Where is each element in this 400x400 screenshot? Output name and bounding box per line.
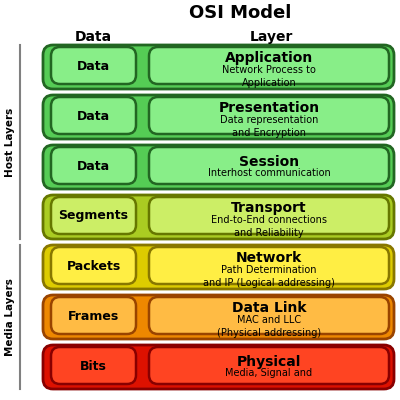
FancyBboxPatch shape (149, 297, 389, 334)
Text: Segments: Segments (58, 210, 128, 222)
Text: Layer: Layer (250, 30, 293, 44)
FancyBboxPatch shape (43, 45, 394, 89)
Text: Data: Data (77, 160, 110, 172)
FancyBboxPatch shape (149, 197, 389, 234)
Text: Network Process to
Application: Network Process to Application (222, 66, 316, 88)
FancyBboxPatch shape (149, 347, 389, 384)
FancyBboxPatch shape (149, 247, 389, 284)
FancyBboxPatch shape (51, 197, 136, 234)
Text: Data Link: Data Link (232, 302, 306, 315)
Text: Data: Data (75, 30, 112, 44)
Text: Physical: Physical (237, 355, 301, 369)
FancyBboxPatch shape (149, 47, 389, 84)
FancyBboxPatch shape (43, 295, 394, 339)
FancyBboxPatch shape (43, 145, 394, 189)
FancyBboxPatch shape (43, 195, 394, 239)
Text: MAC and LLC
(Physical addressing): MAC and LLC (Physical addressing) (217, 315, 321, 338)
Text: OSI Model: OSI Model (189, 4, 291, 22)
FancyBboxPatch shape (51, 297, 136, 334)
FancyBboxPatch shape (51, 347, 136, 384)
Text: Media Layers: Media Layers (5, 278, 15, 356)
Text: Path Determination
and IP (Logical addressing): Path Determination and IP (Logical addre… (203, 266, 335, 288)
FancyBboxPatch shape (51, 147, 136, 184)
Text: Bits: Bits (80, 360, 107, 372)
Text: Media, Signal and: Media, Signal and (226, 368, 312, 378)
FancyBboxPatch shape (43, 95, 394, 139)
Text: Packets: Packets (66, 260, 121, 272)
Text: Data: Data (77, 110, 110, 122)
FancyBboxPatch shape (51, 47, 136, 84)
Text: Host Layers: Host Layers (5, 107, 15, 177)
Text: Interhost communication: Interhost communication (208, 168, 330, 178)
Text: Presentation: Presentation (218, 101, 320, 115)
Text: Data representation
and Encryption: Data representation and Encryption (220, 116, 318, 138)
Text: Transport: Transport (231, 202, 307, 215)
Text: Frames: Frames (68, 310, 119, 322)
FancyBboxPatch shape (51, 97, 136, 134)
Text: End-to-End connections
and Reliability: End-to-End connections and Reliability (211, 215, 327, 238)
FancyBboxPatch shape (43, 245, 394, 289)
FancyBboxPatch shape (149, 147, 389, 184)
Text: Network: Network (236, 252, 302, 266)
FancyBboxPatch shape (51, 247, 136, 284)
Text: Session: Session (239, 155, 299, 169)
FancyBboxPatch shape (43, 345, 394, 389)
Text: Application: Application (225, 51, 313, 65)
Text: Data: Data (77, 60, 110, 72)
FancyBboxPatch shape (149, 97, 389, 134)
